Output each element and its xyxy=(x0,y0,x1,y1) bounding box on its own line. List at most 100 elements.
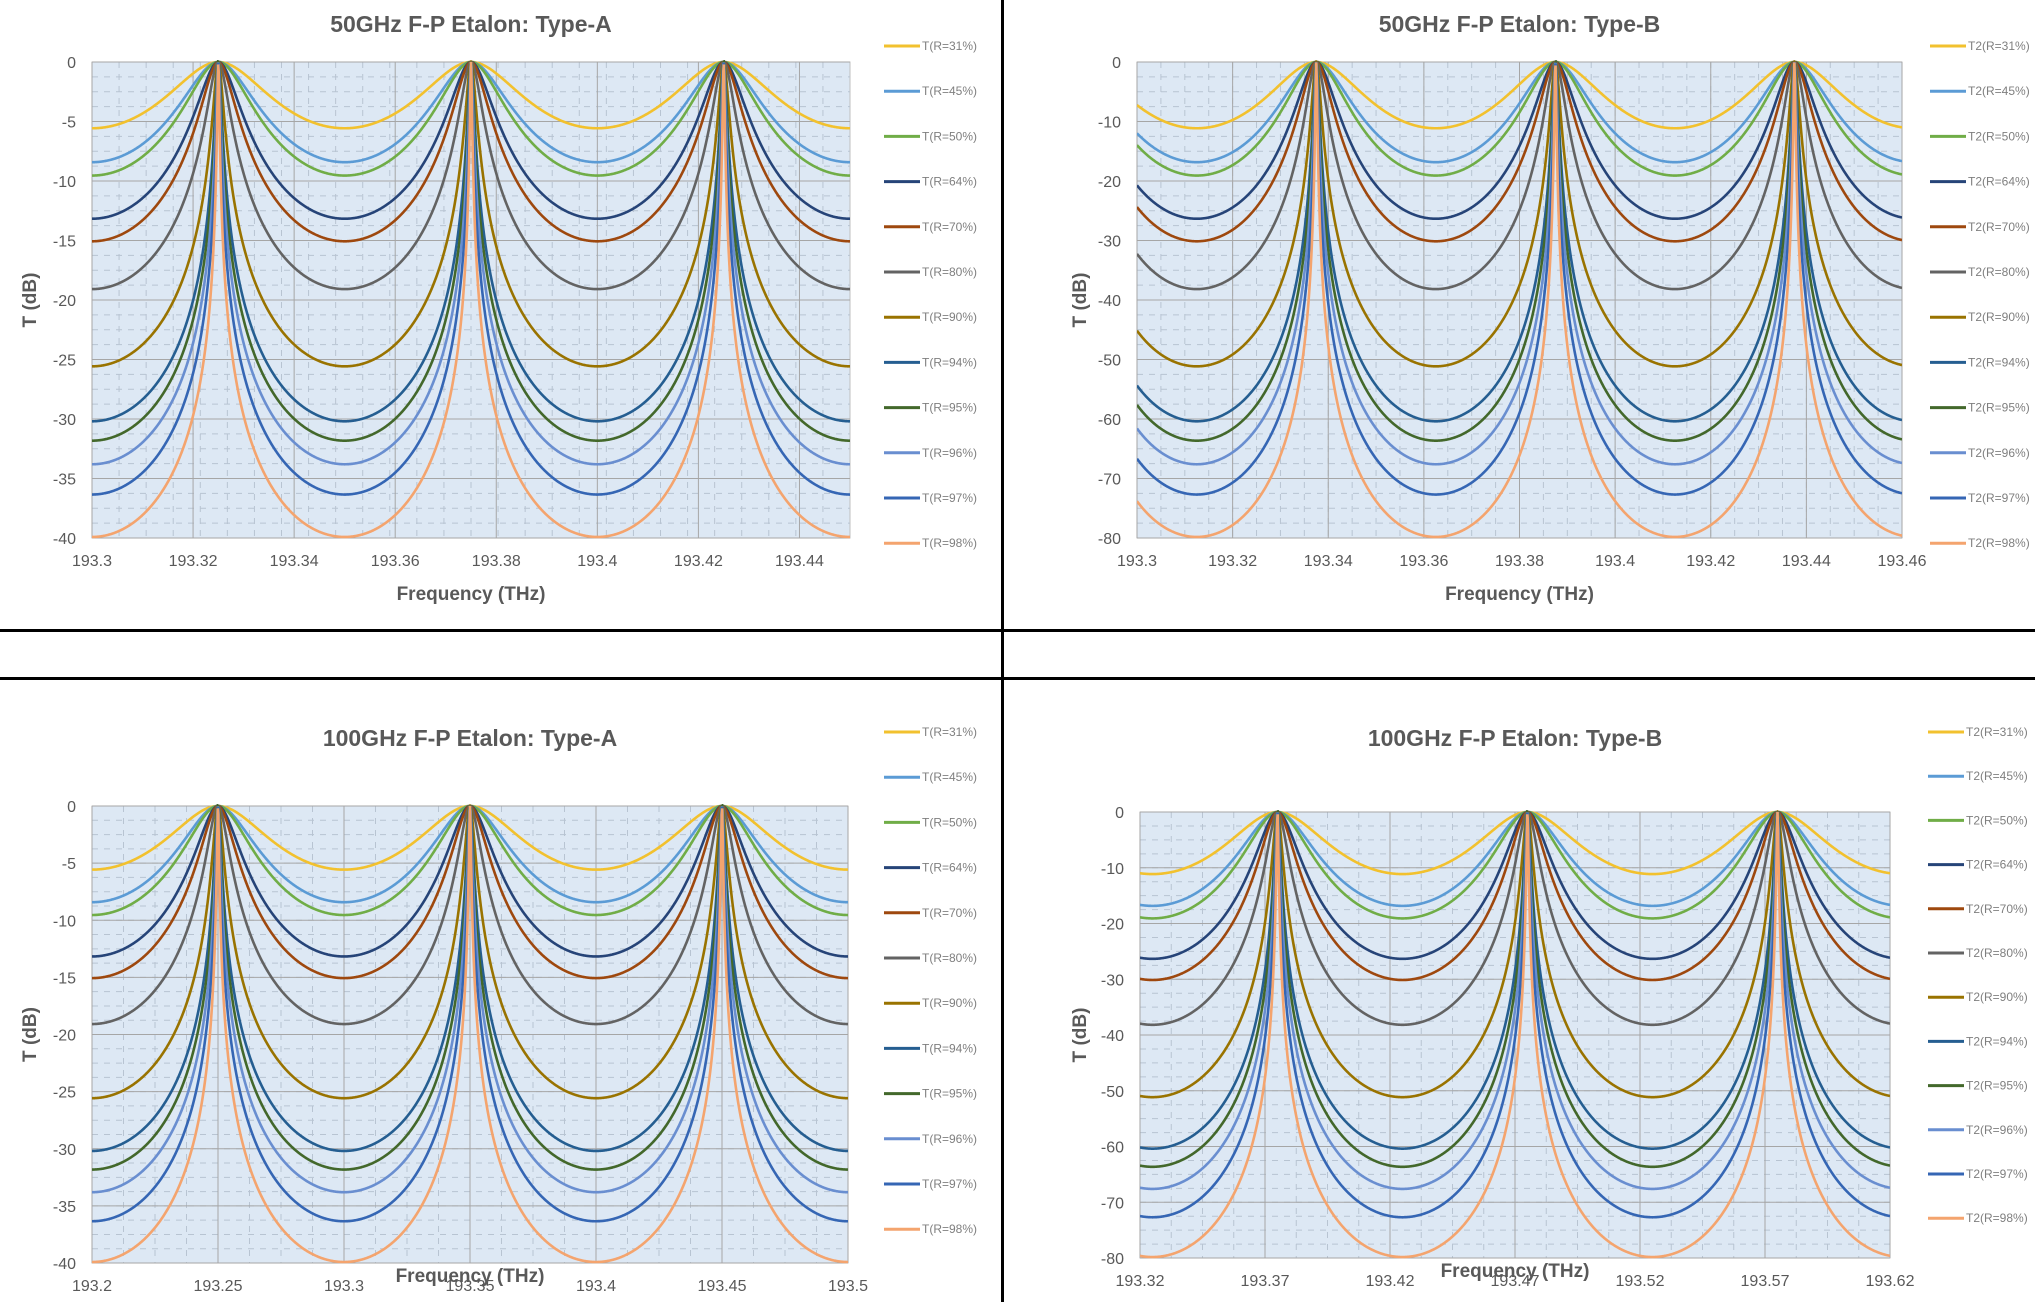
y-tick-label: -30 xyxy=(1101,972,1124,989)
legend-label: T(R=50%) xyxy=(922,129,977,143)
legend-label: T2(R=96%) xyxy=(1968,446,2030,460)
y-tick-label: -40 xyxy=(1101,1028,1124,1045)
y-tick-label: -20 xyxy=(53,293,76,310)
legend-item: T2(R=64%) xyxy=(1928,858,2028,872)
y-tick-label: -60 xyxy=(1101,1140,1124,1157)
legend-label: T(R=64%) xyxy=(922,175,977,189)
legend-item: T(R=95%) xyxy=(884,1087,977,1101)
x-tick-label: 193.57 xyxy=(1741,1273,1790,1290)
y-tick-label: -40 xyxy=(1098,293,1121,310)
series-line-T2(R=70%) xyxy=(1137,60,1902,243)
legend-item: T(R=50%) xyxy=(884,815,977,829)
legend: T2(R=31%) T2(R=45%) T2(R=50%) T2(R=64%) T2(R… xyxy=(1930,39,2030,550)
x-tick-label: 193.32 xyxy=(1116,1273,1165,1290)
x-tick-label: 193.62 xyxy=(1866,1273,1915,1290)
y-tick-label: -20 xyxy=(1098,174,1121,191)
series-line-T2(R=95%) xyxy=(1137,60,1902,442)
x-tick-label: 193.3 xyxy=(1117,553,1157,570)
chart-50ghz-type-b: 50GHz F-P Etalon: Type-B 193.3 193.32 193.3… xyxy=(1070,11,2030,605)
legend-label: T(R=45%) xyxy=(922,84,977,98)
legend-item: T(R=45%) xyxy=(884,770,977,784)
legend-label: T(R=96%) xyxy=(922,1132,977,1146)
x-axis-title: Frequency (THz) xyxy=(1445,584,1594,605)
series-lines xyxy=(1140,810,1890,1259)
x-tick-label: 193.4 xyxy=(576,1278,616,1295)
series-line-T2(R=95%) xyxy=(1140,810,1890,1169)
legend-item: T(R=31%) xyxy=(884,39,977,53)
legend-item: T(R=64%) xyxy=(884,861,977,875)
legend-item: T(R=64%) xyxy=(884,175,977,189)
legend-item: T2(R=70%) xyxy=(1930,220,2030,234)
series-line-T2(R=64%) xyxy=(1140,810,1890,961)
panel-divider-horizontal-bottom xyxy=(0,677,2035,680)
series-line-T2(R=96%) xyxy=(1140,811,1890,1191)
legend-item: T(R=70%) xyxy=(884,220,977,234)
x-tick-label: 193.32 xyxy=(1208,553,1257,570)
legend-item: T2(R=98%) xyxy=(1928,1211,2028,1225)
y-tick-label: -80 xyxy=(1098,531,1121,548)
x-tick-label: 193.37 xyxy=(1241,1273,1290,1290)
legend-item: T2(R=96%) xyxy=(1928,1123,2028,1137)
y-tick-label: -15 xyxy=(53,970,76,987)
legend-label: T2(R=96%) xyxy=(1966,1123,2028,1137)
legend-label: T2(R=98%) xyxy=(1968,536,2030,550)
legend-label: T(R=70%) xyxy=(922,220,977,234)
y-tick-label: -10 xyxy=(1098,115,1121,132)
series-line-T2(R=80%) xyxy=(1140,810,1890,1027)
legend-item: T2(R=80%) xyxy=(1930,265,2030,279)
x-tick-label: 193.4 xyxy=(1595,553,1635,570)
x-tick-label: 193.5 xyxy=(828,1278,868,1295)
series-line-T2(R=97%) xyxy=(1140,811,1890,1219)
y-tick-label: -30 xyxy=(53,412,76,429)
legend-item: T2(R=95%) xyxy=(1928,1079,2028,1093)
legend-item: T2(R=50%) xyxy=(1930,129,2030,143)
y-tick-label: 0 xyxy=(1115,805,1124,822)
y-tick-label: -5 xyxy=(62,856,76,873)
legend-label: T(R=98%) xyxy=(922,536,977,550)
series-line-T2(R=90%) xyxy=(1140,810,1890,1099)
y-tick-label: -40 xyxy=(53,531,76,548)
x-axis-title: Frequency (THz) xyxy=(1441,1261,1590,1282)
series-line-T2(R=50%) xyxy=(1140,810,1890,920)
legend-label: T2(R=98%) xyxy=(1966,1211,2028,1225)
x-tick-label: 193.52 xyxy=(1616,1273,1665,1290)
legend-item: T(R=94%) xyxy=(884,355,977,369)
legend-label: T(R=95%) xyxy=(922,401,977,415)
x-axis-title: Frequency (THz) xyxy=(397,584,546,605)
y-tick-label: -70 xyxy=(1101,1195,1124,1212)
legend-label: T(R=64%) xyxy=(922,861,977,875)
series-line-T2(R=45%) xyxy=(1137,60,1902,164)
y-axis-title: T (dB) xyxy=(1070,1008,1091,1063)
legend-item: T2(R=94%) xyxy=(1930,355,2030,369)
series-line-T2(R=70%) xyxy=(1140,810,1890,982)
series-line-T2(R=45%) xyxy=(1140,810,1890,908)
y-tick-label: -30 xyxy=(53,1142,76,1159)
chart-title: 50GHz F-P Etalon: Type-B xyxy=(1379,11,1661,37)
legend-label: T(R=45%) xyxy=(922,770,977,784)
legend-item: T2(R=80%) xyxy=(1928,946,2028,960)
series-line-T2(R=94%) xyxy=(1140,810,1890,1150)
y-axis-title: T (dB) xyxy=(20,273,41,328)
series-line-T2(R=50%) xyxy=(1137,60,1902,177)
legend-label: T2(R=70%) xyxy=(1968,220,2030,234)
panel-divider-vertical xyxy=(1001,0,1004,1302)
legend-item: T(R=96%) xyxy=(884,446,977,460)
series-line-T2(R=80%) xyxy=(1137,60,1902,291)
legend-item: T(R=97%) xyxy=(884,491,977,505)
legend-item: T2(R=98%) xyxy=(1930,536,2030,550)
legend-label: T2(R=31%) xyxy=(1968,39,2030,53)
legend: T(R=31%) T(R=45%) T(R=50%) T(R=64%) T(R=70%)… xyxy=(884,725,977,1236)
legend-label: T(R=95%) xyxy=(922,1087,977,1101)
legend-label: T2(R=50%) xyxy=(1968,129,2030,143)
panel-divider-horizontal-top xyxy=(0,629,2035,632)
y-tick-label: -10 xyxy=(53,913,76,930)
legend-label: T(R=94%) xyxy=(922,355,977,369)
legend-item: T(R=50%) xyxy=(884,129,977,143)
legend-label: T2(R=31%) xyxy=(1966,725,2028,739)
legend-label: T2(R=97%) xyxy=(1966,1167,2028,1181)
legend-item: T(R=90%) xyxy=(884,996,977,1010)
series-line-T2(R=94%) xyxy=(1137,60,1902,423)
x-tick-label: 193.42 xyxy=(1366,1273,1415,1290)
y-tick-label: 0 xyxy=(1112,55,1121,72)
legend-label: T2(R=97%) xyxy=(1968,491,2030,505)
